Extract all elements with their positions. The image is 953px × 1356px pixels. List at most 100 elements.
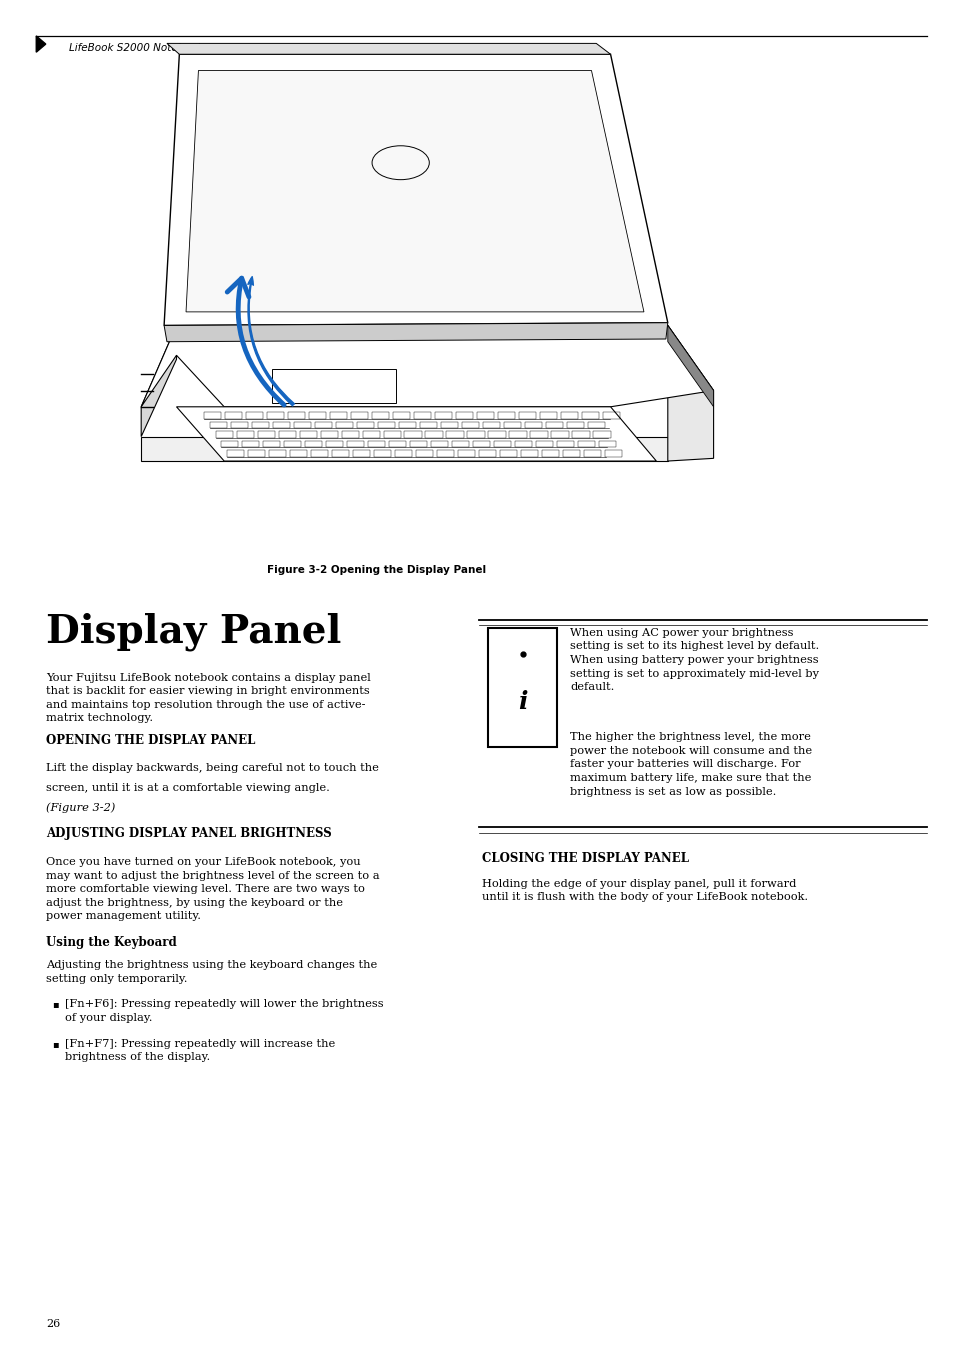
Bar xyxy=(215,431,233,438)
Text: Display Panel: Display Panel xyxy=(46,613,341,651)
Text: Holding the edge of your display panel, pull it forward
until it is flush with t: Holding the edge of your display panel, … xyxy=(481,879,807,902)
Polygon shape xyxy=(176,407,656,461)
Bar xyxy=(557,441,574,447)
Bar xyxy=(488,628,557,747)
Bar xyxy=(368,441,385,447)
Text: i: i xyxy=(517,690,527,713)
Bar xyxy=(440,422,457,428)
Bar xyxy=(335,422,353,428)
Bar xyxy=(248,450,265,457)
Bar xyxy=(372,412,389,419)
Bar xyxy=(231,422,248,428)
Bar xyxy=(225,412,242,419)
Bar xyxy=(267,412,284,419)
Text: ▪: ▪ xyxy=(52,999,59,1009)
Bar xyxy=(551,431,568,438)
Bar xyxy=(539,412,557,419)
Text: Adjusting the brightness using the keyboard changes the
setting only temporarily: Adjusting the brightness using the keybo… xyxy=(46,960,376,983)
Bar xyxy=(499,450,517,457)
Bar xyxy=(351,412,368,419)
Bar xyxy=(562,450,579,457)
Polygon shape xyxy=(141,437,667,461)
Bar xyxy=(332,450,349,457)
Text: ADJUSTING DISPLAY PANEL BRIGHTNESS: ADJUSTING DISPLAY PANEL BRIGHTNESS xyxy=(46,827,332,841)
Text: OPENING THE DISPLAY PANEL: OPENING THE DISPLAY PANEL xyxy=(46,734,254,747)
Bar xyxy=(236,431,253,438)
Bar xyxy=(263,441,280,447)
Bar xyxy=(393,412,410,419)
Bar xyxy=(604,450,621,457)
Bar xyxy=(476,412,494,419)
Bar xyxy=(541,450,558,457)
Bar xyxy=(389,441,406,447)
Bar xyxy=(326,441,343,447)
Polygon shape xyxy=(186,71,643,312)
Bar xyxy=(602,412,619,419)
Bar xyxy=(374,450,391,457)
Text: ▪: ▪ xyxy=(52,1039,59,1048)
Bar xyxy=(272,369,395,403)
Bar xyxy=(356,422,374,428)
Bar xyxy=(545,422,562,428)
Bar xyxy=(488,431,505,438)
Bar xyxy=(284,441,301,447)
Bar xyxy=(309,412,326,419)
Bar xyxy=(494,441,511,447)
Bar xyxy=(395,450,412,457)
Bar xyxy=(473,441,490,447)
Bar xyxy=(377,422,395,428)
Bar xyxy=(520,450,537,457)
FancyArrowPatch shape xyxy=(248,277,294,405)
Bar xyxy=(587,422,604,428)
Bar xyxy=(598,441,616,447)
Text: [Fn+F6]: Pressing repeatedly will lower the brightness
of your display.: [Fn+F6]: Pressing repeatedly will lower … xyxy=(65,999,383,1022)
Bar xyxy=(273,422,290,428)
Bar xyxy=(278,431,295,438)
Bar xyxy=(530,431,547,438)
Text: The higher the brightness level, the more
power the notebook will consume and th: The higher the brightness level, the mor… xyxy=(570,732,812,796)
Bar xyxy=(414,412,431,419)
Bar xyxy=(305,441,322,447)
Polygon shape xyxy=(141,325,176,437)
Bar xyxy=(410,441,427,447)
Bar xyxy=(503,422,520,428)
Bar xyxy=(461,422,478,428)
Bar xyxy=(431,441,448,447)
Bar xyxy=(204,412,221,419)
Bar xyxy=(221,441,238,447)
Bar xyxy=(467,431,484,438)
Bar xyxy=(515,441,532,447)
Text: CLOSING THE DISPLAY PANEL: CLOSING THE DISPLAY PANEL xyxy=(481,852,688,865)
Bar xyxy=(242,441,259,447)
Bar xyxy=(518,412,536,419)
Bar xyxy=(341,431,358,438)
Bar xyxy=(572,431,589,438)
Bar xyxy=(425,431,442,438)
Bar xyxy=(294,422,311,428)
Bar xyxy=(257,431,274,438)
Text: screen, until it is at a comfortable viewing angle.: screen, until it is at a comfortable vie… xyxy=(46,784,330,793)
Bar xyxy=(383,431,400,438)
Bar xyxy=(524,422,541,428)
Bar xyxy=(581,412,598,419)
Text: Using the Keyboard: Using the Keyboard xyxy=(46,936,176,949)
Polygon shape xyxy=(36,35,46,52)
Bar xyxy=(311,450,328,457)
Text: Figure 3-2 Opening the Display Panel: Figure 3-2 Opening the Display Panel xyxy=(267,565,486,575)
Bar xyxy=(353,450,370,457)
Text: Your Fujitsu LifeBook notebook contains a display panel
that is backlit for easi: Your Fujitsu LifeBook notebook contains … xyxy=(46,673,370,723)
Bar xyxy=(269,450,286,457)
Bar xyxy=(362,431,379,438)
Bar xyxy=(578,441,595,447)
Text: Lift the display backwards, being careful not to touch the: Lift the display backwards, being carefu… xyxy=(46,763,378,773)
Bar xyxy=(566,422,583,428)
Bar xyxy=(398,422,416,428)
Bar xyxy=(330,412,347,419)
Bar xyxy=(456,412,473,419)
Text: [Fn+F7]: Pressing repeatedly will increase the
brightness of the display.: [Fn+F7]: Pressing repeatedly will increa… xyxy=(65,1039,335,1062)
Bar xyxy=(435,412,452,419)
Bar xyxy=(593,431,610,438)
Text: 26: 26 xyxy=(46,1319,60,1329)
Bar xyxy=(416,450,433,457)
Bar xyxy=(290,450,307,457)
